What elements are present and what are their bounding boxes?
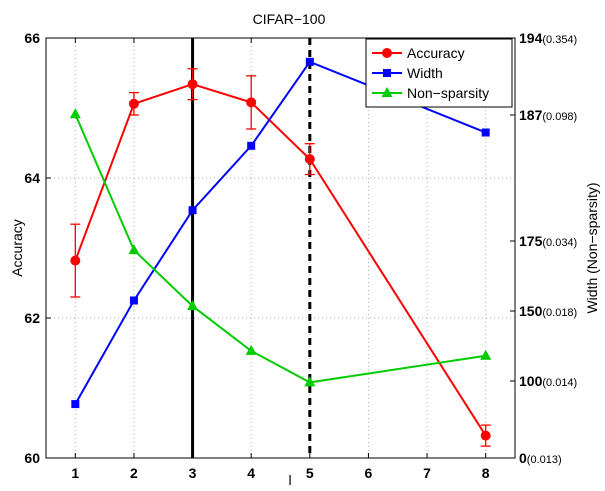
data-point bbox=[128, 244, 140, 255]
legend-label: Accuracy bbox=[407, 45, 465, 61]
data-point bbox=[129, 296, 138, 305]
y2-tick-label: 150(0.018) bbox=[519, 303, 577, 319]
x-tick-label: 4 bbox=[247, 465, 255, 481]
x-axis-label: l bbox=[288, 472, 291, 488]
legend-marker bbox=[381, 87, 393, 97]
data-point bbox=[187, 300, 199, 311]
x-tick-label: 8 bbox=[482, 465, 490, 481]
legend-entry: Width bbox=[372, 65, 443, 81]
series-width bbox=[71, 57, 490, 409]
x-tick-label: 6 bbox=[365, 465, 373, 481]
y-axis-ticks: 60 62 64 66 bbox=[24, 30, 51, 466]
y-tick-label: 66 bbox=[24, 30, 40, 46]
series-line bbox=[74, 83, 487, 437]
data-point bbox=[69, 108, 81, 119]
x-tick-label: 2 bbox=[130, 465, 138, 481]
y2-tick-label: 0(0.013) bbox=[519, 450, 562, 466]
y-axis-label: Accuracy bbox=[9, 219, 25, 277]
legend-marker bbox=[383, 69, 391, 77]
plot-frame bbox=[45, 37, 516, 459]
x-axis-ticks: 1 2 3 4 5 6 7 8 bbox=[71, 38, 490, 481]
y2-tick-label: 187(0.098) bbox=[519, 107, 577, 123]
plot-area bbox=[46, 38, 515, 458]
legend-marker bbox=[382, 48, 392, 58]
y2-tick-label: 175(0.034) bbox=[519, 233, 577, 249]
y2-tick-label: 100(0.014) bbox=[519, 373, 577, 389]
x-tick-label: 1 bbox=[71, 465, 79, 481]
y2-axis-ticks: 0(0.013) 100(0.014) 150(0.018) 175(0.034) 18… bbox=[510, 30, 577, 466]
data-point bbox=[305, 57, 314, 66]
data-point bbox=[246, 97, 257, 108]
data-point bbox=[247, 141, 256, 150]
vertical-lines bbox=[191, 38, 312, 458]
data-point bbox=[70, 255, 81, 266]
data-point bbox=[188, 206, 197, 215]
legend-label: Width bbox=[407, 65, 443, 81]
y-tick-label: 64 bbox=[24, 170, 40, 186]
x-tick-label: 3 bbox=[189, 465, 197, 481]
data-point bbox=[481, 128, 490, 137]
series-accuracy bbox=[70, 68, 491, 447]
series-line bbox=[74, 113, 486, 384]
data-point bbox=[480, 430, 491, 441]
data-point bbox=[128, 98, 139, 109]
data-point bbox=[480, 349, 492, 360]
series-non-sparsity bbox=[69, 108, 492, 387]
y-tick-label: 60 bbox=[24, 450, 40, 466]
chart-title: CIFAR−100 bbox=[253, 11, 326, 27]
legend-entry: Non−sparsity bbox=[372, 85, 489, 101]
series-group bbox=[69, 57, 492, 447]
legend-label: Non−sparsity bbox=[407, 85, 489, 101]
x-tick-label: 5 bbox=[306, 465, 314, 481]
y2-tick-label: 194(0.354) bbox=[519, 30, 577, 46]
legend-entry: Accuracy bbox=[372, 45, 465, 61]
y-tick-label: 62 bbox=[24, 310, 40, 326]
data-point bbox=[304, 376, 316, 387]
x-tick-label: 7 bbox=[423, 465, 431, 481]
data-point bbox=[245, 344, 257, 355]
data-point bbox=[71, 400, 80, 409]
legend: Accuracy Width Non−sparsity bbox=[365, 38, 513, 108]
data-point bbox=[187, 79, 198, 90]
y2-axis-label: Width (Non−sparsity) bbox=[584, 182, 600, 313]
data-point bbox=[304, 154, 315, 165]
series-line bbox=[74, 60, 487, 405]
